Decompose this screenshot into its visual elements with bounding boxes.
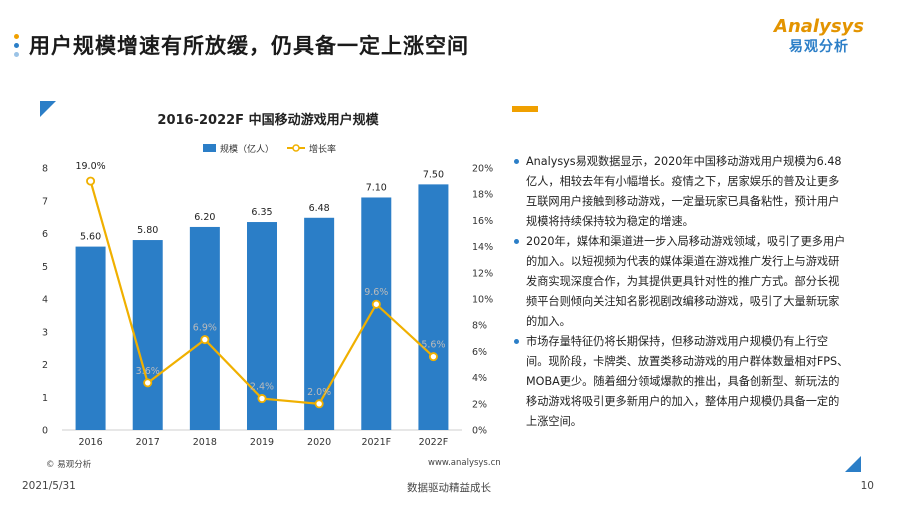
y-right-tick-label: 4% — [472, 373, 487, 384]
page-title: 用户规模增速有所放缓，仍具备一定上涨空间 — [29, 34, 469, 58]
growth-rate-label: 5.6% — [421, 340, 445, 351]
growth-rate-point — [143, 378, 153, 388]
title-bar: 用户规模增速有所放缓，仍具备一定上涨空间 — [14, 30, 469, 60]
bar-value-label: 6.20 — [194, 212, 215, 223]
chart-static: 2016-2022F 中国移动游戏用户规模 规模（亿人） 增长率 — [157, 112, 379, 155]
bullet-list: Analysys易观数据显示，2020年中国移动游戏用户规模为6.48亿人，相较… — [512, 152, 850, 432]
bar — [132, 240, 163, 430]
growth-rate-label: 6.9% — [193, 323, 217, 334]
corner-triangle-icon — [40, 101, 56, 117]
growth-rate-point — [371, 299, 381, 309]
growth-rate-point — [86, 176, 96, 186]
legend-bar-label: 规模（亿人） — [220, 143, 274, 155]
x-tick-label: 2018 — [193, 437, 217, 448]
bar-value-label: 7.50 — [423, 169, 444, 180]
y-right-tick-label: 2% — [472, 399, 487, 410]
footer-slogan: 数据驱动精益成长 — [407, 482, 491, 494]
growth-rate-label: 19.0% — [75, 161, 105, 172]
y-right-tick-label: 16% — [472, 216, 493, 227]
accent-dash — [512, 106, 538, 112]
dot-lightblue — [14, 51, 19, 57]
x-tick-label: 2022F — [419, 437, 449, 448]
chart-title: 2016-2022F 中国移动游戏用户规模 — [157, 112, 379, 128]
growth-rate-point — [257, 394, 267, 404]
bar-value-label: 5.60 — [80, 232, 101, 243]
page-number: 10 — [860, 480, 874, 492]
legend-line-label: 增长率 — [309, 143, 336, 155]
y-left-tick-label: 6 — [42, 229, 48, 240]
y-left-tick-label: 7 — [42, 196, 48, 207]
y-right-tick-label: 14% — [472, 242, 493, 253]
growth-rate-label: 2.0% — [307, 387, 331, 398]
y-right-tick-label: 0% — [472, 426, 487, 437]
bullet-item-2: 2020年，媒体和渠道进一步入局移动游戏领域，吸引了更多用户的加入。以短视频为代… — [512, 232, 850, 332]
user-scale-chart: 2016-2022F 中国移动游戏用户规模 规模（亿人） 增长率 0 1 2 3 4 5 6… — [42, 112, 493, 448]
growth-rate-point — [200, 335, 210, 345]
legend-bar-swatch — [203, 144, 216, 152]
source-right: www.analysys.cn — [428, 458, 501, 468]
dot-blue — [14, 42, 19, 48]
y-right-tick-label: 18% — [472, 190, 493, 201]
dot-orange — [14, 33, 19, 39]
growth-rate-label: 2.4% — [250, 382, 274, 393]
y-left-tick-label: 2 — [42, 360, 48, 371]
source-left: © 易观分析 — [46, 460, 92, 470]
growth-rate-point — [428, 352, 438, 362]
bar-value-label: 6.48 — [309, 203, 330, 214]
y-right-tick-label: 6% — [472, 347, 487, 358]
bar — [75, 246, 106, 430]
footer-date: 2021/5/31 — [22, 480, 76, 492]
bar-value-label: 7.10 — [366, 182, 387, 193]
title-dots-icon — [14, 33, 19, 57]
bullet-item-3: 市场存量特征仍将长期保持，但移动游戏用户规模仍有上行空间。现阶段，卡牌类、放置类… — [512, 332, 850, 432]
y-left-tick-label: 4 — [42, 295, 48, 306]
bar-value-label: 5.80 — [137, 225, 158, 236]
x-tick-label: 2017 — [136, 437, 160, 448]
chart-plot: 0 1 2 3 4 5 6 7 8 0% 2% 4% 6% 8% 10% 12% 14% 16% 18% 20% 5.6… — [42, 161, 493, 448]
growth-rate-label: 3.6% — [136, 366, 160, 377]
growth-rate-label: 9.6% — [364, 287, 388, 298]
bar — [418, 184, 449, 430]
x-tick-label: 2021F — [361, 437, 391, 448]
x-tick-label: 2016 — [78, 437, 102, 448]
analysys-logo: Analysys 易观分析 — [774, 16, 864, 56]
logo-cn: 易观分析 — [789, 39, 850, 55]
corner-triangle-icon — [845, 456, 861, 472]
y-left-tick-label: 1 — [42, 393, 48, 404]
x-tick-label: 2019 — [250, 437, 274, 448]
y-left-tick-label: 5 — [42, 262, 48, 273]
bar — [304, 217, 335, 430]
bullet-item-1: Analysys易观数据显示，2020年中国移动游戏用户规模为6.48亿人，相较… — [512, 152, 850, 232]
y-right-tick-label: 8% — [472, 321, 487, 332]
bar — [189, 226, 220, 430]
y-right-tick-label: 20% — [472, 164, 493, 175]
y-left-tick-label: 3 — [42, 327, 48, 338]
x-tick-label: 2020 — [307, 437, 331, 448]
chart-legend: 规模（亿人） 增长率 — [203, 143, 336, 155]
bar-value-label: 6.35 — [251, 207, 272, 218]
y-right-tick-label: 12% — [472, 268, 493, 279]
y-left-tick-label: 0 — [42, 426, 48, 437]
growth-rate-point — [314, 399, 324, 409]
legend-line-marker — [292, 144, 300, 152]
y-right-tick-label: 10% — [472, 295, 493, 306]
y-left-tick-label: 8 — [42, 164, 48, 175]
logo-en: Analysys — [774, 16, 864, 37]
